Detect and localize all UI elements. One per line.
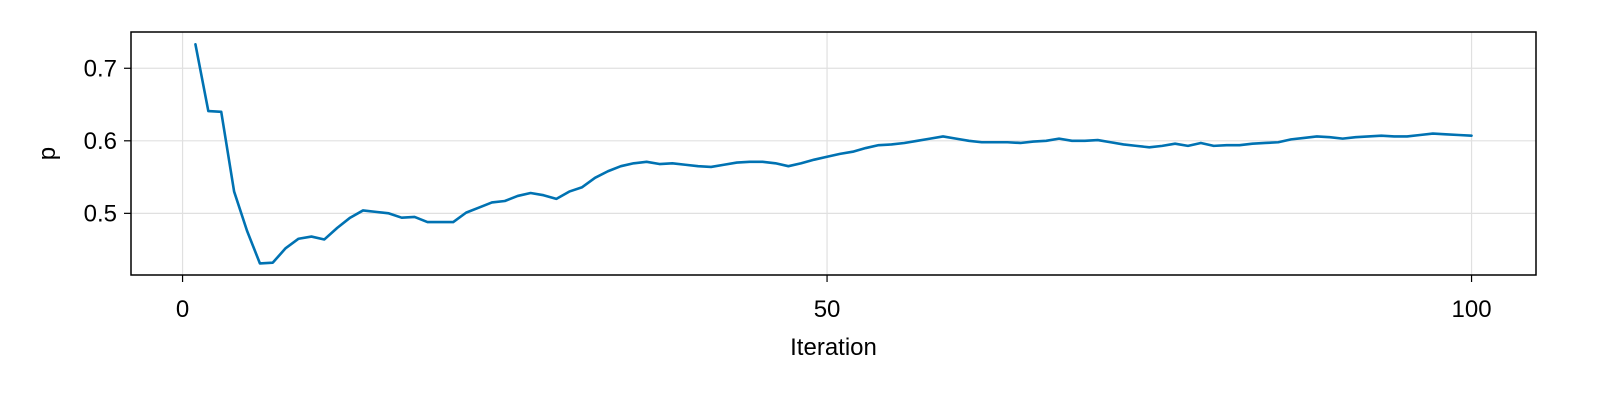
plot-frame — [130, 31, 1537, 276]
y-axis-label: p — [34, 147, 61, 160]
x-tick-label: 100 — [1452, 296, 1492, 323]
x-tick-label: 50 — [814, 296, 841, 323]
series-line — [194, 43, 1473, 265]
x-tick-label: 0 — [176, 296, 189, 323]
x-axis-label: Iteration — [790, 334, 877, 361]
grid-layer — [131, 32, 1536, 275]
y-tick-label: 0.6 — [84, 128, 117, 155]
tick-layer: 0 50 100 0.5 0.6 0.7 — [84, 55, 1492, 323]
y-tick-label: 0.5 — [84, 200, 117, 227]
y-tick-label: 0.7 — [84, 55, 117, 82]
